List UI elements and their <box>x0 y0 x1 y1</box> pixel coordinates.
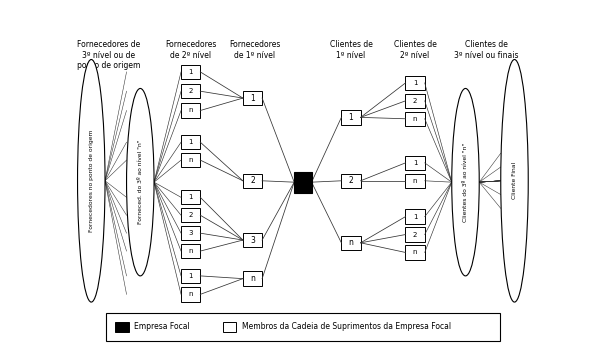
FancyBboxPatch shape <box>181 103 200 118</box>
Text: n: n <box>349 238 353 247</box>
FancyBboxPatch shape <box>405 245 425 260</box>
Text: 1: 1 <box>413 80 417 86</box>
FancyBboxPatch shape <box>405 76 425 90</box>
FancyBboxPatch shape <box>405 227 425 242</box>
Text: 1: 1 <box>349 113 353 122</box>
FancyBboxPatch shape <box>405 209 425 224</box>
Text: 2: 2 <box>349 176 353 185</box>
Text: 1: 1 <box>413 214 417 219</box>
Text: n: n <box>189 248 193 254</box>
Text: Clientes de
1º nível: Clientes de 1º nível <box>330 40 372 59</box>
FancyBboxPatch shape <box>181 269 200 283</box>
FancyBboxPatch shape <box>243 233 262 247</box>
FancyBboxPatch shape <box>181 287 200 301</box>
Text: 2: 2 <box>250 176 255 185</box>
Text: 3: 3 <box>189 230 193 236</box>
Text: Fornecedores
de 1º nível: Fornecedores de 1º nível <box>229 40 281 59</box>
Text: 1: 1 <box>189 69 193 75</box>
FancyBboxPatch shape <box>405 112 425 126</box>
FancyBboxPatch shape <box>181 84 200 98</box>
Text: 2: 2 <box>413 98 417 104</box>
Ellipse shape <box>126 88 154 276</box>
Text: Clientes de
2º nível: Clientes de 2º nível <box>394 40 437 59</box>
Text: Forneced. do 3º ao nível "n": Forneced. do 3º ao nível "n" <box>138 140 143 224</box>
Text: Empresa Focal: Empresa Focal <box>134 323 190 332</box>
Text: n: n <box>250 274 255 283</box>
FancyBboxPatch shape <box>115 322 129 332</box>
Text: Clientes de
3º nível ou finais: Clientes de 3º nível ou finais <box>454 40 518 59</box>
Text: Cliente Final: Cliente Final <box>512 162 517 199</box>
FancyBboxPatch shape <box>243 271 262 286</box>
FancyBboxPatch shape <box>223 322 236 332</box>
FancyBboxPatch shape <box>181 208 200 222</box>
FancyBboxPatch shape <box>342 110 361 125</box>
FancyBboxPatch shape <box>106 313 500 341</box>
Text: 2: 2 <box>189 88 193 94</box>
FancyBboxPatch shape <box>243 174 262 188</box>
Text: n: n <box>413 250 417 256</box>
Ellipse shape <box>452 88 479 276</box>
Text: n: n <box>189 107 193 113</box>
FancyBboxPatch shape <box>342 174 361 188</box>
FancyBboxPatch shape <box>342 236 361 250</box>
FancyBboxPatch shape <box>181 244 200 258</box>
Ellipse shape <box>77 59 105 302</box>
Text: Fornecedores de
3º nível ou de
ponto de origem: Fornecedores de 3º nível ou de ponto de … <box>77 40 140 70</box>
FancyBboxPatch shape <box>294 172 311 193</box>
Text: n: n <box>413 116 417 122</box>
Text: n: n <box>189 157 193 163</box>
FancyBboxPatch shape <box>181 153 200 167</box>
Text: Membros da Cadeia de Suprimentos da Empresa Focal: Membros da Cadeia de Suprimentos da Empr… <box>242 323 451 332</box>
FancyBboxPatch shape <box>243 91 262 105</box>
Text: 1: 1 <box>413 160 417 166</box>
Text: 2: 2 <box>413 232 417 238</box>
Ellipse shape <box>501 59 528 302</box>
Text: 1: 1 <box>250 93 255 103</box>
Text: 1: 1 <box>189 139 193 145</box>
FancyBboxPatch shape <box>181 226 200 240</box>
FancyBboxPatch shape <box>405 94 425 108</box>
Text: 2: 2 <box>189 212 193 218</box>
FancyBboxPatch shape <box>181 135 200 149</box>
Text: n: n <box>413 178 417 184</box>
FancyBboxPatch shape <box>181 190 200 204</box>
FancyBboxPatch shape <box>405 156 425 170</box>
Text: Fornecedores
de 2º nível: Fornecedores de 2º nível <box>165 40 216 59</box>
FancyBboxPatch shape <box>405 174 425 188</box>
Text: Fornecedores no ponto de origem: Fornecedores no ponto de origem <box>89 130 94 232</box>
Text: 1: 1 <box>189 273 193 279</box>
Text: Clientes do 3º ao nível "n": Clientes do 3º ao nível "n" <box>463 142 468 222</box>
Text: 1: 1 <box>189 194 193 200</box>
Text: 3: 3 <box>250 236 255 245</box>
FancyBboxPatch shape <box>181 65 200 79</box>
Text: n: n <box>189 291 193 297</box>
